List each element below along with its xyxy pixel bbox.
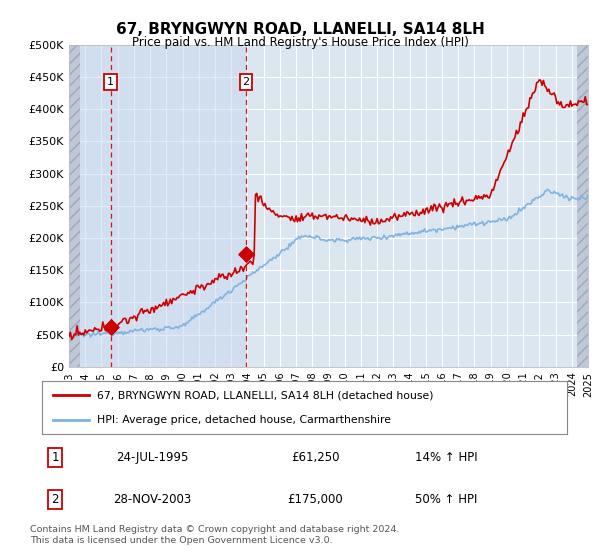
Text: 1: 1	[107, 77, 114, 87]
Text: 50% ↑ HPI: 50% ↑ HPI	[415, 493, 478, 506]
Text: 24-JUL-1995: 24-JUL-1995	[116, 451, 188, 464]
Text: 1: 1	[52, 451, 59, 464]
Text: 2: 2	[52, 493, 59, 506]
Point	[241, 250, 251, 259]
Text: 2: 2	[242, 77, 250, 87]
Text: 28-NOV-2003: 28-NOV-2003	[113, 493, 191, 506]
Text: 67, BRYNGWYN ROAD, LLANELLI, SA14 8LH (detached house): 67, BRYNGWYN ROAD, LLANELLI, SA14 8LH (d…	[97, 390, 434, 400]
Text: Contains HM Land Registry data © Crown copyright and database right 2024.
This d: Contains HM Land Registry data © Crown c…	[30, 525, 400, 545]
Text: £175,000: £175,000	[287, 493, 343, 506]
Text: 14% ↑ HPI: 14% ↑ HPI	[415, 451, 478, 464]
Text: £61,250: £61,250	[291, 451, 339, 464]
Text: Price paid vs. HM Land Registry's House Price Index (HPI): Price paid vs. HM Land Registry's House …	[131, 36, 469, 49]
Bar	[80, 45, 246, 367]
Text: HPI: Average price, detached house, Carmarthenshire: HPI: Average price, detached house, Carm…	[97, 414, 391, 424]
Bar	[577, 45, 588, 367]
Text: 67, BRYNGWYN ROAD, LLANELLI, SA14 8LH: 67, BRYNGWYN ROAD, LLANELLI, SA14 8LH	[116, 22, 484, 38]
Bar	[69, 45, 80, 367]
Point	[106, 323, 115, 332]
